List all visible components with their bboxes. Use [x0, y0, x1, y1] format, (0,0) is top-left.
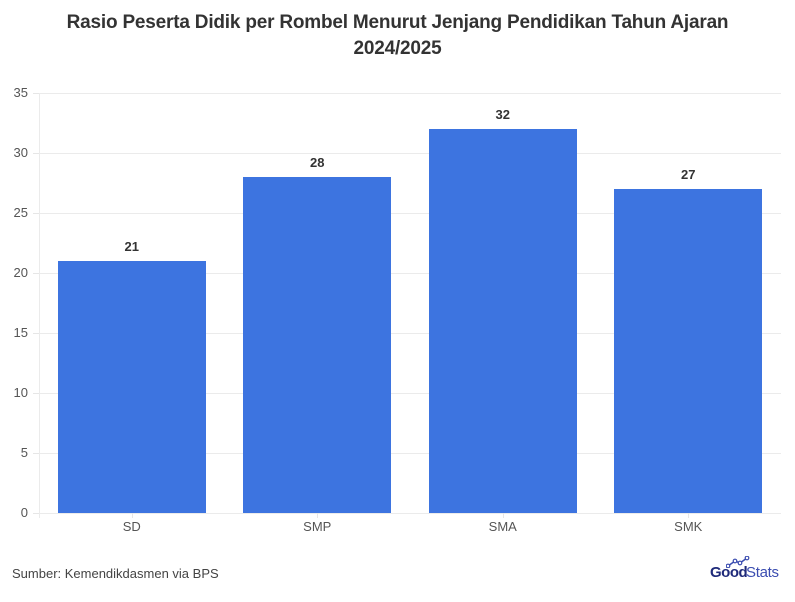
goodstats-logo: Good Stats [710, 556, 790, 584]
bar-sma[interactable] [428, 129, 577, 513]
y-tick-label: 20 [13, 265, 28, 280]
y-tick-mark [33, 273, 39, 274]
bar-smk[interactable] [614, 189, 763, 513]
gridline [39, 513, 781, 514]
chart-title: Rasio Peserta Didik per Rombel Menurut J… [0, 10, 795, 62]
y-tick-label: 5 [20, 445, 28, 460]
y-tick-label: 25 [13, 205, 28, 220]
y-tick-mark [33, 333, 39, 334]
y-tick-mark [33, 213, 39, 214]
gridline [39, 393, 781, 394]
gridline [39, 213, 781, 214]
x-tick-label: SD [122, 519, 141, 534]
chart-title-line-2: 2024/2025 [353, 38, 442, 59]
chart-title-line-1: Rasio Peserta Didik per Rombel Menurut J… [66, 12, 729, 33]
bar-value-label: 28 [310, 155, 325, 170]
x-tick-label: SMK [674, 519, 703, 534]
logo-text-stats: Stats [746, 564, 779, 581]
y-axis-line [39, 93, 40, 518]
y-tick-label: 15 [13, 325, 28, 340]
bar-smp[interactable] [243, 177, 392, 513]
x-tick-mark [131, 513, 133, 518]
x-tick-label: SMP [303, 519, 332, 534]
bar-value-label: 32 [495, 107, 510, 122]
y-tick-label: 10 [13, 385, 28, 400]
y-tick-mark [33, 93, 39, 94]
y-tick-mark [33, 393, 39, 394]
x-tick-label: SMA [488, 519, 517, 534]
y-tick-mark [33, 153, 39, 154]
chart-line-icon [726, 556, 750, 568]
gridline [39, 273, 781, 274]
y-tick-mark [33, 453, 39, 454]
gridline [39, 153, 781, 154]
x-tick-mark [502, 513, 504, 518]
gridline [39, 453, 781, 454]
gridline [39, 333, 781, 334]
bar-value-label: 21 [124, 239, 139, 254]
gridline [39, 93, 781, 94]
y-tick-label: 30 [13, 145, 28, 160]
bar-sd[interactable] [57, 261, 206, 513]
bar-value-label: 27 [681, 167, 696, 182]
y-tick-label: 0 [20, 505, 28, 520]
x-tick-mark [317, 513, 319, 518]
logo-text-good: Good [710, 564, 748, 581]
y-tick-label: 35 [13, 85, 28, 100]
source-note: Sumber: Kemendikdasmen via BPS [12, 566, 219, 581]
y-tick-mark [33, 513, 39, 514]
x-tick-mark [688, 513, 690, 518]
